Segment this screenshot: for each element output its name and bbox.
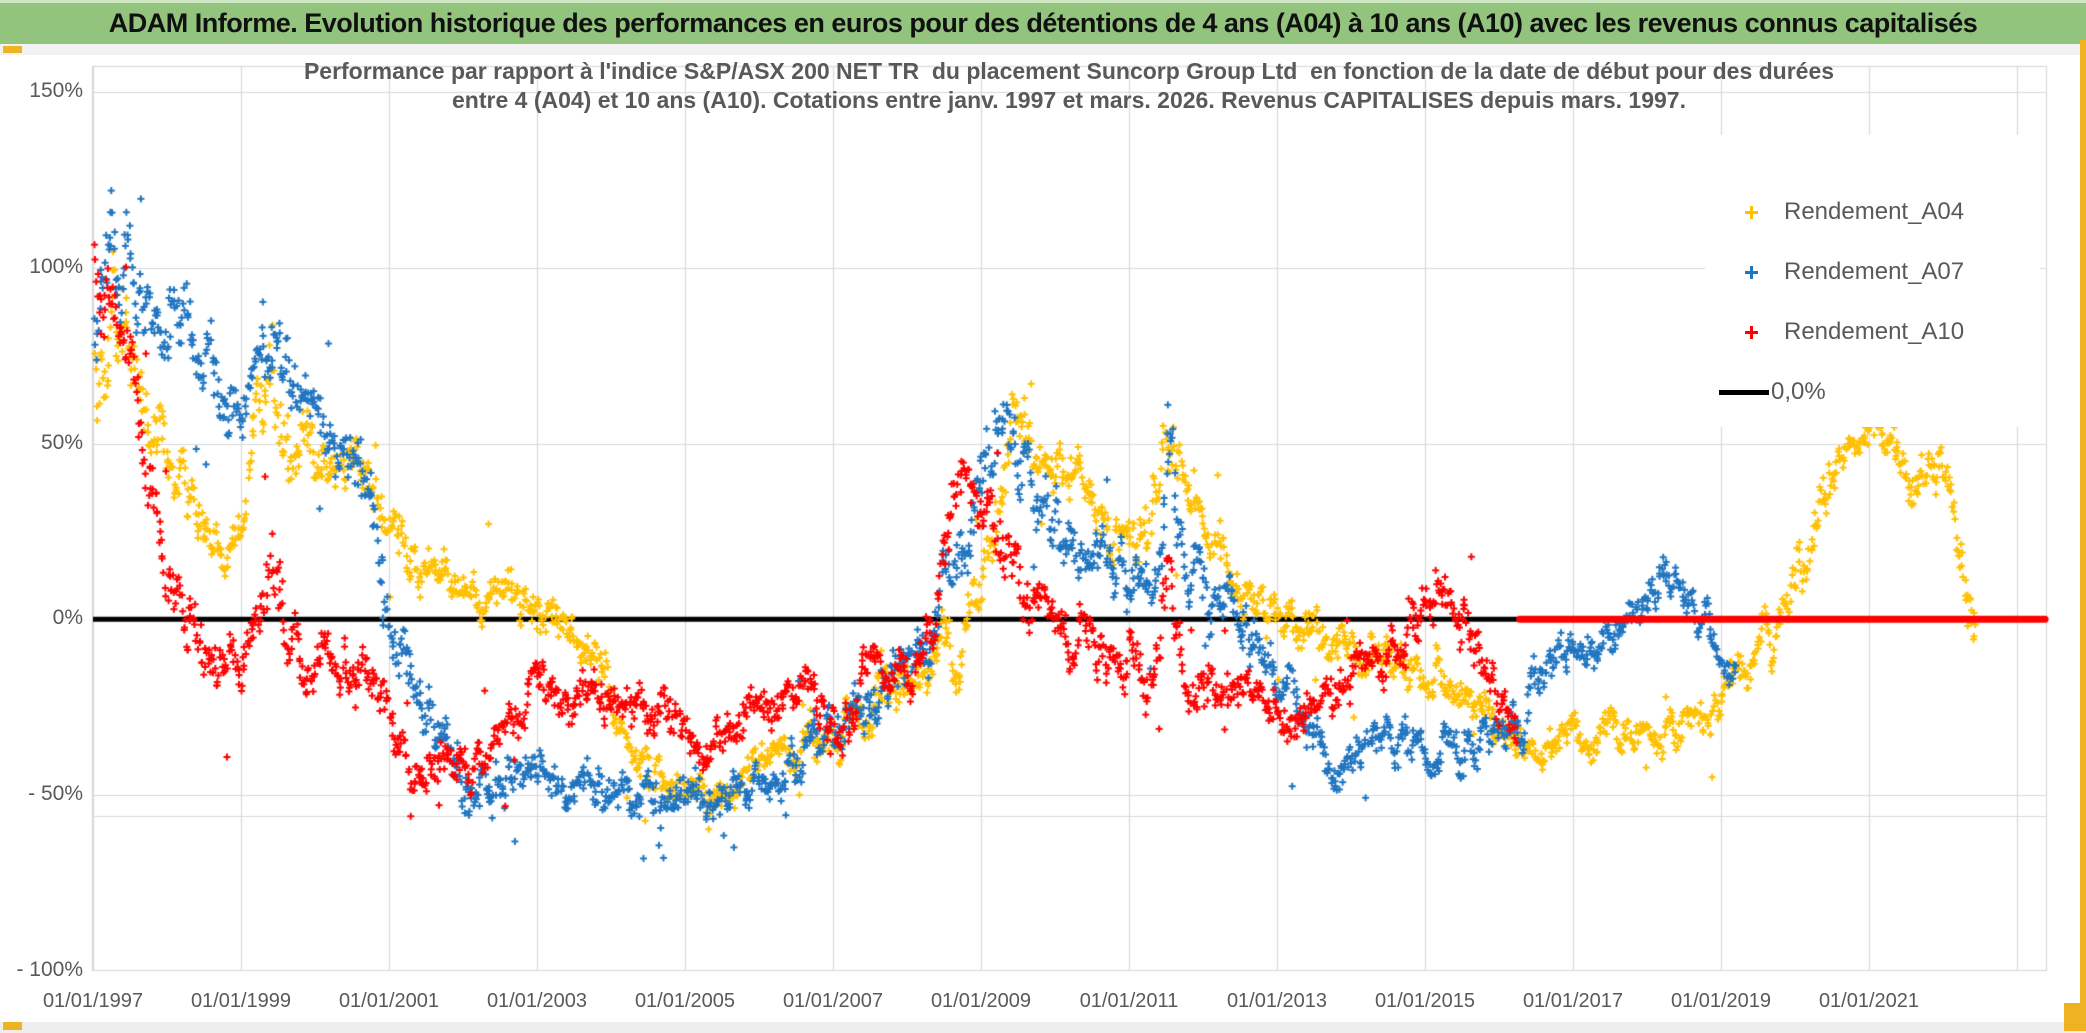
y-tick-label: - 100% bbox=[16, 957, 83, 981]
legend-item-0-0-[interactable]: 0,0% bbox=[1719, 377, 1826, 407]
chart-subtitle-line2: entre 4 (A04) et 10 ans (A10). Cotations… bbox=[452, 87, 1686, 113]
legend-item-label: 0,0% bbox=[1771, 378, 1826, 405]
x-tick-label: 01/01/2011 bbox=[1079, 990, 1179, 1012]
chart-legend: Rendement_A04 Rendement_A07 Rendement_A10 0… bbox=[1705, 135, 2040, 427]
footer-strip bbox=[0, 1020, 2086, 1033]
x-tick-label: 01/01/2003 bbox=[486, 990, 588, 1012]
header-divider-strip bbox=[0, 44, 2086, 57]
y-tick-label: 100% bbox=[29, 255, 83, 278]
x-tick-label: 01/01/2013 bbox=[1226, 990, 1328, 1012]
x-tick-label: 01/01/2001 bbox=[338, 990, 440, 1012]
x-tick-label: 01/01/2017 bbox=[1522, 990, 1624, 1012]
y-tick-label: 150% bbox=[29, 79, 83, 103]
legend-item-label: Rendement_A04 bbox=[1784, 198, 1965, 225]
title-bar: ADAM Informe. Evolution historique des p… bbox=[0, 0, 2086, 44]
x-tick-label: 01/01/2019 bbox=[1670, 990, 1772, 1012]
x-tick-label: 01/01/2009 bbox=[930, 990, 1032, 1012]
y-tick-label: - 50% bbox=[28, 781, 83, 805]
legend-item-label: Rendement_A07 bbox=[1784, 258, 1965, 285]
legend-item-label: Rendement_A10 bbox=[1784, 318, 1965, 345]
legend-item-rendement-a07[interactable]: Rendement_A07 bbox=[1745, 257, 1964, 287]
x-tick-label: 01/01/2007 bbox=[782, 990, 884, 1012]
x-tick-label: 01/01/2021 bbox=[1818, 990, 1920, 1012]
legend-item-rendement-a10[interactable]: Rendement_A10 bbox=[1745, 317, 1964, 347]
x-tick-label: 01/01/2005 bbox=[634, 990, 736, 1012]
gold-accent-top-left bbox=[3, 46, 22, 53]
page-title: ADAM Informe. Evolution historique des p… bbox=[108, 8, 1978, 38]
y-tick-label: 50% bbox=[40, 430, 83, 454]
x-tick-label: 01/01/1997 bbox=[42, 990, 144, 1012]
legend-item-rendement-a04[interactable]: Rendement_A04 bbox=[1745, 197, 1964, 227]
plus-marker-icon bbox=[1745, 205, 1758, 219]
gold-accent-bottom-right bbox=[2064, 1003, 2086, 1031]
gold-accent-bottom-left bbox=[3, 1022, 22, 1030]
chart-subtitle: Performance par rapport à l'indice S&P/A… bbox=[92, 57, 2046, 115]
plus-marker-icon bbox=[1745, 325, 1758, 339]
x-tick-label: 01/01/2015 bbox=[1374, 990, 1476, 1012]
line-marker-icon bbox=[1719, 389, 1769, 395]
plus-marker-icon bbox=[1745, 265, 1758, 279]
chart-subtitle-line1: Performance par rapport à l'indice S&P/A… bbox=[303, 58, 1835, 84]
y-tick-label: 0% bbox=[52, 606, 83, 630]
x-tick-label: 01/01/1999 bbox=[190, 990, 292, 1012]
gold-accent-right-edge bbox=[2080, 40, 2086, 1031]
